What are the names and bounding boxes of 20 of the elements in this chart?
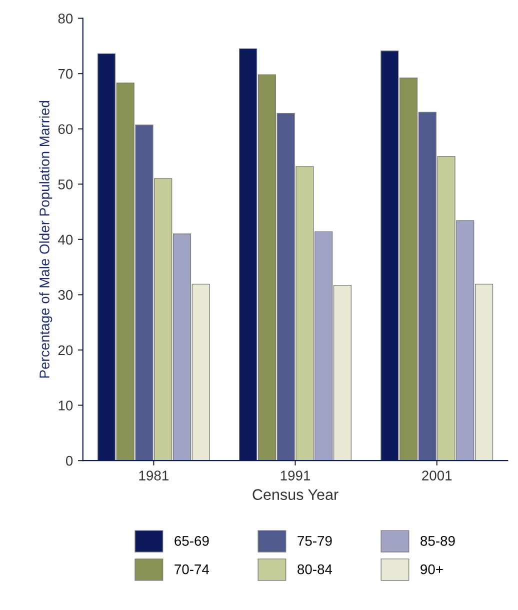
y-tick-label: 0 — [66, 456, 73, 466]
legend-label: 75-79 — [298, 536, 332, 546]
y-tick-label: 80 — [58, 14, 73, 24]
x-tick-label: 2001 — [422, 470, 452, 480]
legend-label: 70-74 — [174, 564, 210, 574]
y-axis-title: Percentage of Male Older Population Married — [39, 100, 52, 378]
y-tick-label: 30 — [58, 290, 73, 300]
y-tick-label: 60 — [58, 124, 73, 134]
x-axis-title: Census Year — [252, 489, 338, 500]
y-tick-label: 40 — [58, 234, 73, 245]
y-tick-label: 10 — [58, 400, 73, 410]
legend-label: 65-69 — [174, 536, 209, 546]
legend-label: 80-84 — [298, 564, 332, 574]
legend-label: 85-89 — [420, 536, 455, 546]
y-tick-label: 20 — [58, 345, 73, 356]
y-tick-label: 70 — [58, 68, 73, 79]
legend-label: 90+ — [420, 564, 443, 574]
x-tick-label: 1981 — [139, 470, 168, 480]
y-tick-label: 50 — [58, 179, 73, 190]
x-tick-label: 1991 — [280, 470, 310, 480]
